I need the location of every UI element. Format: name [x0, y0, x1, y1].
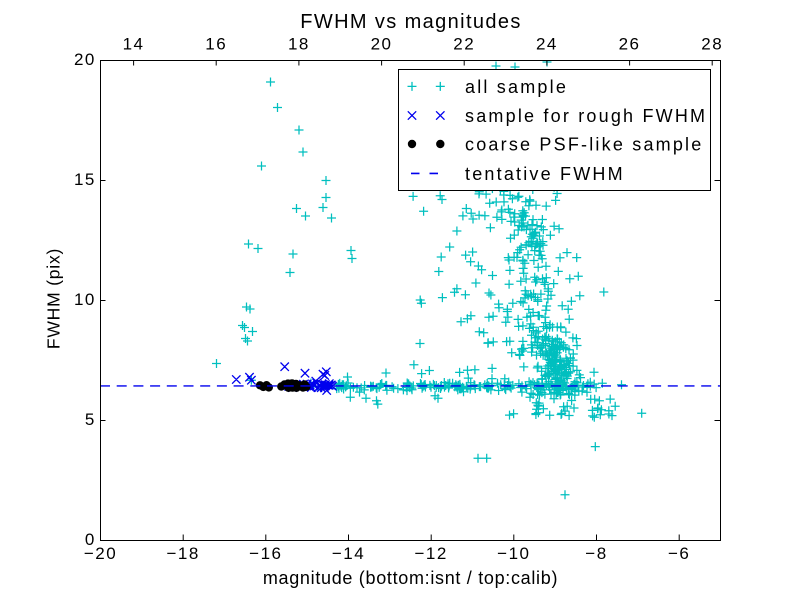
- svg-text:22: 22: [453, 35, 475, 54]
- svg-text:20: 20: [371, 35, 393, 54]
- svg-text:28: 28: [701, 35, 723, 54]
- svg-text:5: 5: [85, 410, 96, 429]
- svg-text:−20: −20: [84, 544, 117, 563]
- svg-text:24: 24: [536, 35, 558, 54]
- svg-text:−12: −12: [414, 544, 447, 563]
- svg-text:−6: −6: [668, 544, 690, 563]
- svg-text:sample for rough FWHM: sample for rough FWHM: [465, 106, 707, 126]
- svg-text:coarse PSF-like sample: coarse PSF-like sample: [465, 134, 703, 154]
- svg-text:tentative FWHM: tentative FWHM: [465, 164, 625, 184]
- svg-text:−8: −8: [585, 544, 607, 563]
- svg-text:18: 18: [288, 35, 310, 54]
- svg-text:−10: −10: [497, 544, 530, 563]
- svg-text:−14: −14: [332, 544, 365, 563]
- svg-text:26: 26: [619, 35, 641, 54]
- svg-text:−18: −18: [166, 544, 199, 563]
- svg-text:10: 10: [74, 290, 96, 309]
- svg-text:magnitude (bottom:isnt / top:c: magnitude (bottom:isnt / top:calib): [263, 568, 558, 588]
- svg-text:20: 20: [74, 50, 96, 69]
- svg-text:0: 0: [85, 530, 96, 549]
- svg-text:14: 14: [123, 35, 145, 54]
- svg-text:−16: −16: [249, 544, 282, 563]
- svg-text:15: 15: [74, 170, 96, 189]
- svg-text:FWHM (pix): FWHM (pix): [44, 248, 64, 349]
- svg-text:FWHM vs magnitudes: FWHM vs magnitudes: [300, 11, 522, 33]
- svg-text:16: 16: [205, 35, 227, 54]
- svg-text:all sample: all sample: [465, 77, 568, 97]
